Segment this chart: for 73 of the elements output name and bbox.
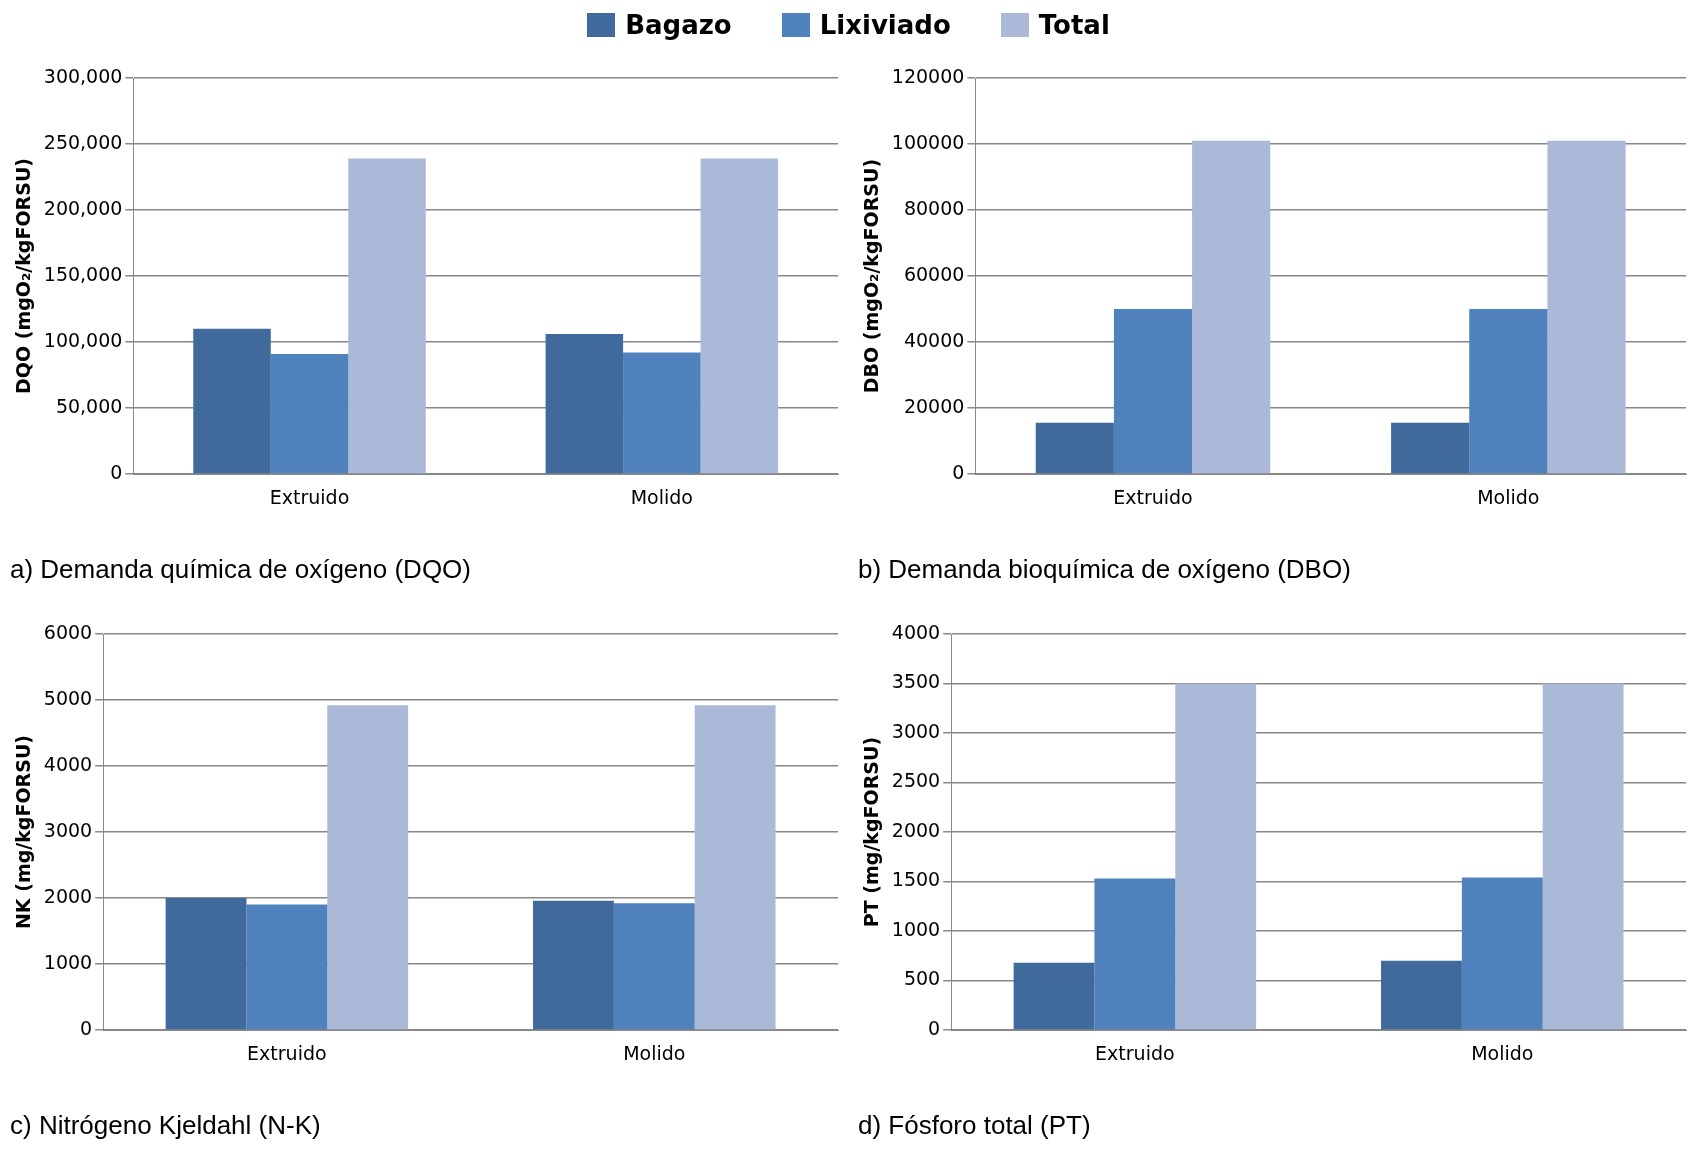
y-tick-label: 0 xyxy=(110,460,123,483)
y-tick-label: 4000 xyxy=(43,752,93,775)
y-tick-label: 50,000 xyxy=(55,394,123,417)
text: d) Fósforo total (PT) xyxy=(858,1109,1091,1140)
x-tick-label: Molido xyxy=(630,486,693,509)
text: a) Demanda química de oxígeno (DQO) xyxy=(10,553,471,584)
y-tick-label: 60000 xyxy=(903,262,965,285)
y-tick-label: 2000 xyxy=(891,818,941,841)
y-tick-label: 0 xyxy=(80,1016,93,1039)
bar xyxy=(193,328,271,474)
y-tick-label: 6000 xyxy=(43,620,93,643)
bar xyxy=(1381,960,1462,1030)
y-tick-label: 40000 xyxy=(903,328,965,351)
bar xyxy=(1094,878,1176,1030)
bar xyxy=(327,705,409,1030)
y-tick-label: 20000 xyxy=(903,394,965,417)
x-tick-label: Molido xyxy=(1477,486,1540,509)
y-tick-label: 3000 xyxy=(43,818,93,841)
y-tick-label: 4000 xyxy=(891,620,941,643)
legend-label: Bagazo xyxy=(625,10,732,40)
bar xyxy=(1175,683,1257,1030)
bar xyxy=(1461,877,1543,1030)
y-tick-label: 5000 xyxy=(43,686,93,709)
bar xyxy=(533,900,614,1030)
bar xyxy=(623,352,701,474)
y-tick-label: 0 xyxy=(928,1016,941,1039)
y-tick-label: 500 xyxy=(903,967,941,990)
bar xyxy=(348,158,426,474)
y-axis-title: DQO (mgO₂/kgFORSU) xyxy=(12,158,35,394)
y-tick-label: 100,000 xyxy=(43,328,123,351)
y-axis-title: PT (mg/kgFORSU) xyxy=(860,736,883,928)
bar xyxy=(1013,962,1095,1030)
y-axis-title: DBO (mgO₂/kgFORSU) xyxy=(860,158,883,394)
y-tick-label: 0 xyxy=(952,460,965,483)
bar xyxy=(1192,140,1271,474)
x-tick-label: Extruido xyxy=(1113,486,1193,509)
bar xyxy=(1469,309,1548,474)
x-tick-label: Extruido xyxy=(269,486,350,509)
y-tick-label: 250,000 xyxy=(43,130,123,153)
y-tick-label: 120000 xyxy=(891,64,965,87)
text: b) Demanda bioquímica de oxígeno (DBO) xyxy=(858,553,1351,584)
x-tick-label: Extruido xyxy=(247,1042,327,1065)
y-tick-label: 150,000 xyxy=(43,262,123,285)
y-tick-label: 1000 xyxy=(891,917,941,940)
bar xyxy=(1035,422,1114,474)
y-tick-label: 2000 xyxy=(43,884,93,907)
y-tick-label: 2500 xyxy=(891,769,941,792)
y-tick-label: 3000 xyxy=(891,719,941,742)
x-tick-label: Molido xyxy=(623,1042,686,1065)
bar xyxy=(1542,683,1624,1030)
bar xyxy=(1391,422,1470,474)
y-tick-label: 300,000 xyxy=(43,64,123,87)
y-tick-label: 80000 xyxy=(903,196,965,219)
y-tick-label: 200,000 xyxy=(43,196,123,219)
bar xyxy=(613,903,695,1030)
bar xyxy=(700,158,779,474)
y-tick-label: 1500 xyxy=(891,868,941,891)
y-tick-label: 1000 xyxy=(43,950,93,973)
bar xyxy=(545,334,624,474)
legend-label: Total xyxy=(1038,10,1110,40)
bar xyxy=(694,705,776,1030)
text: c) Nitrógeno Kjeldahl (N-K) xyxy=(10,1109,321,1140)
bar xyxy=(246,904,328,1030)
bar xyxy=(165,898,247,1030)
bar xyxy=(1547,140,1626,474)
bar xyxy=(1113,309,1193,474)
x-tick-label: Extruido xyxy=(1095,1042,1175,1065)
y-axis-title: NK (mg/kgFORSU) xyxy=(12,734,35,930)
legend-label: Lixiviado xyxy=(819,10,951,40)
x-tick-label: Molido xyxy=(1471,1042,1534,1065)
y-tick-label: 100000 xyxy=(891,130,965,153)
bar xyxy=(270,353,349,474)
y-tick-label: 3500 xyxy=(891,670,941,693)
